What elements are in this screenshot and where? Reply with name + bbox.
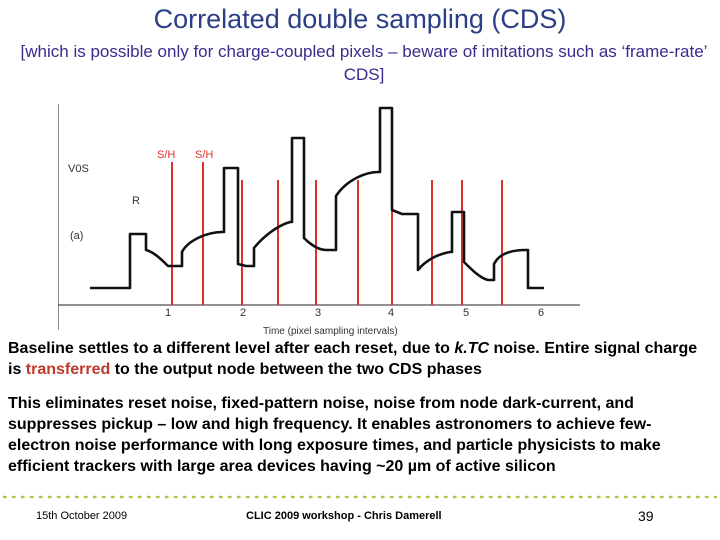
page-number: 39 [638,508,654,524]
slide-title: Correlated double sampling (CDS) [153,4,567,34]
paragraph-noise-benefits: This eliminates reset noise, fixed-patte… [8,395,661,475]
p1-text-a: Baseline settles to a different level af… [8,340,455,357]
transferred-highlight: transferred [25,361,111,378]
sample-hold-lines [171,162,503,305]
x-tick-label: 4 [388,307,394,319]
ktc-term: k.TC [454,340,490,357]
footer-event: CLIC 2009 workshop - Chris Damerell [246,510,442,522]
x-tick-label: 6 [538,307,544,319]
paragraph-baseline: Baseline settles to a different level af… [8,338,712,380]
a-label: (a) [70,230,83,242]
x-axis-label: Time (pixel sampling intervals) [263,326,398,337]
footer-dotted-divider [2,495,718,499]
v0s-label: V0S [68,163,89,175]
slide-subtitle: [which is possible only for charge-coupl… [20,42,708,84]
p1-text-b: noise. Entire signal charge is [8,340,698,378]
sh-label-2: S/H [195,149,213,161]
x-tick-label: 5 [463,307,469,319]
r-label: R [132,195,140,207]
cds-waveform-figure: V0S R (a) S/H S/H 1 2 3 4 5 6 [58,100,598,338]
x-tick-label: 2 [240,307,246,319]
sh-label-1: S/H [157,149,175,161]
p1-text-c: to the output node between the two CDS p… [110,361,482,378]
x-tick-label: 1 [165,307,171,319]
x-tick-label: 3 [315,307,321,319]
cds-waveform [90,106,544,290]
footer-date: 15th October 2009 [36,510,128,522]
